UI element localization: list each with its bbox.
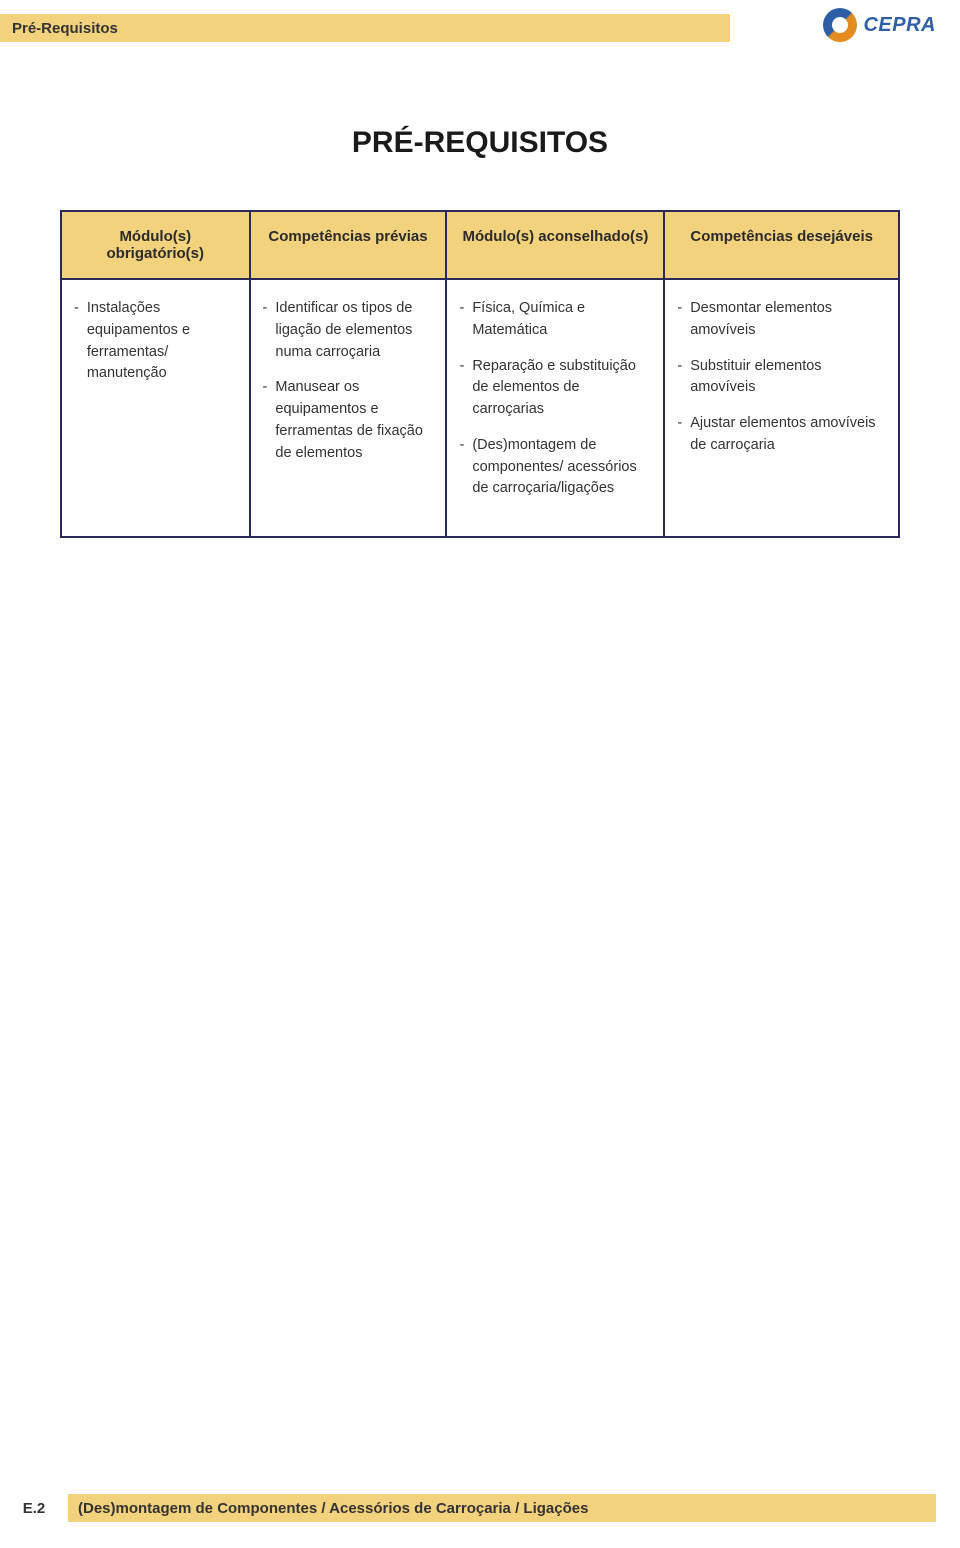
bullet-dash: - [677,413,682,457]
list-item-text: Instalações equipamentos e ferramentas/ … [87,298,237,385]
list-item: -(Des)montagem de componentes/ acessório… [459,435,651,500]
bullet-dash: - [459,435,464,500]
list-item: -Substituir elementos amovíveis [677,356,886,400]
cell-advised-modules: -Física, Química e Matemática -Reparação… [446,279,664,537]
bullet-dash: - [677,356,682,400]
list-item-text: Identificar os tipos de ligação de eleme… [275,298,433,363]
footer-title-bar: (Des)montagem de Componentes / Acessório… [68,1494,936,1522]
list-item-text: Reparação e substituição de elementos de… [472,356,651,421]
brand-logo-text: CEPRA [863,14,936,37]
list-item: -Identificar os tipos de ligação de elem… [263,298,434,363]
col-header-desired-competencies: Competências desejáveis [664,211,899,279]
list-item: -Reparação e substituição de elementos d… [459,356,651,421]
list-item: -Ajustar elementos amovíveis de carroçar… [677,413,886,457]
bullet-dash: - [459,298,464,342]
page-header: Pré-Requisitos CEPRA [0,0,960,48]
brand-logo: CEPRA [823,8,936,42]
table-header-row: Módulo(s) obrigatório(s) Competências pr… [61,211,899,279]
list-item: -Manusear os equipamentos e ferramentas … [263,377,434,464]
page-number: E.2 [0,1500,68,1517]
brand-logo-icon [823,8,857,42]
col-header-prior-competencies: Competências prévias [250,211,447,279]
list-item: -Desmontar elementos amovíveis [677,298,886,342]
page-title: PRÉ-REQUISITOS [0,126,960,160]
list-item-text: Física, Química e Matemática [472,298,651,342]
col-header-mandatory-modules: Módulo(s) obrigatório(s) [61,211,250,279]
requirements-table-wrap: Módulo(s) obrigatório(s) Competências pr… [60,210,900,538]
bullet-dash: - [263,298,268,363]
section-label: Pré-Requisitos [12,20,118,37]
cell-desired-competencies: -Desmontar elementos amovíveis -Substitu… [664,279,899,537]
section-label-bar: Pré-Requisitos [0,14,730,42]
list-item-text: (Des)montagem de componentes/ acessórios… [472,435,651,500]
list-item-text: Substituir elementos amovíveis [690,356,886,400]
list-item-text: Manusear os equipamentos e ferramentas d… [275,377,433,464]
bullet-dash: - [677,298,682,342]
footer-doc-title: (Des)montagem de Componentes / Acessório… [78,1500,588,1517]
cell-prior-competencies: -Identificar os tipos de ligação de elem… [250,279,447,537]
bullet-dash: - [263,377,268,464]
list-item: -Física, Química e Matemática [459,298,651,342]
list-item-text: Ajustar elementos amovíveis de carroçari… [690,413,886,457]
requirements-table: Módulo(s) obrigatório(s) Competências pr… [60,210,900,538]
bullet-dash: - [74,298,79,385]
col-header-advised-modules: Módulo(s) aconselhado(s) [446,211,664,279]
cell-mandatory-modules: -Instalações equipamentos e ferramentas/… [61,279,250,537]
list-item: -Instalações equipamentos e ferramentas/… [74,298,237,385]
page-footer: E.2 (Des)montagem de Componentes / Acess… [0,1494,960,1522]
bullet-dash: - [459,356,464,421]
list-item-text: Desmontar elementos amovíveis [690,298,886,342]
table-row: -Instalações equipamentos e ferramentas/… [61,279,899,537]
